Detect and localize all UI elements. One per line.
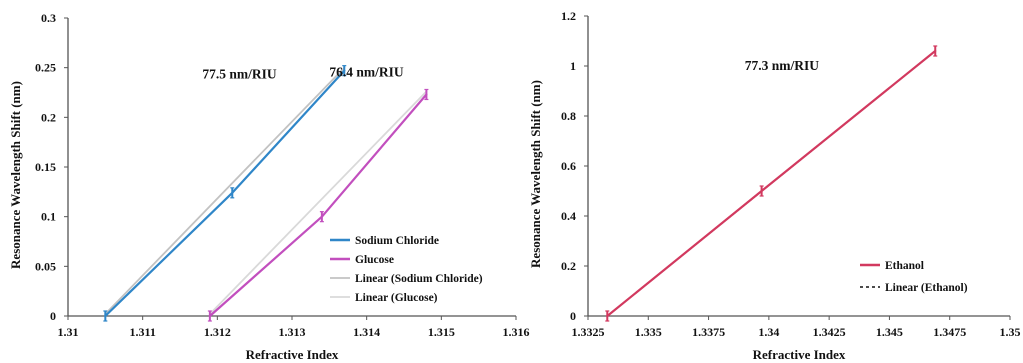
x-tick-label: 1.315 bbox=[428, 325, 455, 339]
annotation-label: 76.4 nm/RIU bbox=[329, 65, 404, 80]
x-tick-label: 1.311 bbox=[129, 325, 155, 339]
y-tick-label: 0.2 bbox=[561, 259, 576, 273]
x-tick-label: 1.335 bbox=[635, 325, 662, 339]
x-tick-label: 1.316 bbox=[503, 325, 530, 339]
series-line bbox=[208, 90, 428, 315]
y-tick-label: 0.25 bbox=[35, 61, 56, 75]
legend-label: Glucose bbox=[355, 254, 394, 266]
x-tick-label: 1.3425 bbox=[813, 325, 846, 339]
x-tick-label: 1.3375 bbox=[692, 325, 725, 339]
legend-label: Linear (Glucose) bbox=[355, 292, 438, 304]
x-tick-label: 1.345 bbox=[876, 325, 903, 339]
y-tick-label: 0.1 bbox=[41, 210, 56, 224]
series-line bbox=[104, 66, 346, 315]
x-tick-label: 1.31 bbox=[58, 325, 79, 339]
y-axis-title: Resonance Wavelength Shift (nm) bbox=[528, 80, 543, 268]
y-tick-label: 0.15 bbox=[35, 160, 56, 174]
series-line bbox=[606, 49, 937, 318]
y-tick-label: 0.6 bbox=[561, 159, 576, 173]
x-axis-title: Refractive Index bbox=[753, 347, 846, 362]
x-tick-label: 1.3475 bbox=[933, 325, 966, 339]
x-tick-label: 1.3325 bbox=[572, 325, 605, 339]
y-axis-title: Resonance Wavelength Shift (nm) bbox=[8, 81, 23, 269]
y-tick-label: 0.2 bbox=[41, 110, 56, 124]
legend-label: Ethanol bbox=[885, 260, 924, 272]
chart-left: 1.31 1.311 1.312 1.313 1.314 1.315 1.316 0 0.05 0… bbox=[8, 11, 530, 362]
annotation-label: 77.5 nm/RIU bbox=[202, 67, 277, 82]
y-tick-label: 0.4 bbox=[561, 209, 576, 223]
annotation-label: 77.3 nm/RIU bbox=[745, 58, 820, 73]
x-tick-label: 1.312 bbox=[204, 325, 231, 339]
y-tick-label: 0 bbox=[50, 309, 56, 323]
x-tick-label: 1.34 bbox=[758, 325, 779, 339]
x-tick-label: 1.313 bbox=[279, 325, 306, 339]
x-axis-title: Refractive Index bbox=[246, 347, 339, 362]
y-tick-label: 1 bbox=[570, 59, 576, 73]
x-tick-label: 1.35 bbox=[1000, 325, 1021, 339]
x-tick-label: 1.314 bbox=[353, 325, 380, 339]
y-tick-label: 0.3 bbox=[41, 11, 56, 25]
y-tick-label: 0.8 bbox=[561, 109, 576, 123]
chart-right: 1.3325 1.335 1.3375 1.34 1.3425 1.345 1.3475 1.… bbox=[528, 9, 1021, 362]
y-tick-label: 0 bbox=[570, 309, 576, 323]
legend-label: Linear (Sodium Chloride) bbox=[355, 273, 483, 285]
y-tick-label: 0.05 bbox=[35, 259, 56, 273]
y-tick-label: 1.2 bbox=[561, 9, 576, 23]
legend-label: Sodium Chloride bbox=[355, 235, 439, 247]
series-line bbox=[104, 69, 346, 318]
legend-label: Linear (Ethanol) bbox=[885, 282, 968, 294]
